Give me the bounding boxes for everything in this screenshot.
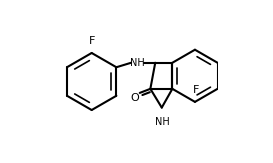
Text: F: F: [88, 36, 95, 46]
Text: NH: NH: [130, 58, 145, 68]
Text: NH: NH: [155, 117, 170, 126]
Text: F: F: [192, 85, 199, 95]
Text: O: O: [130, 93, 139, 103]
